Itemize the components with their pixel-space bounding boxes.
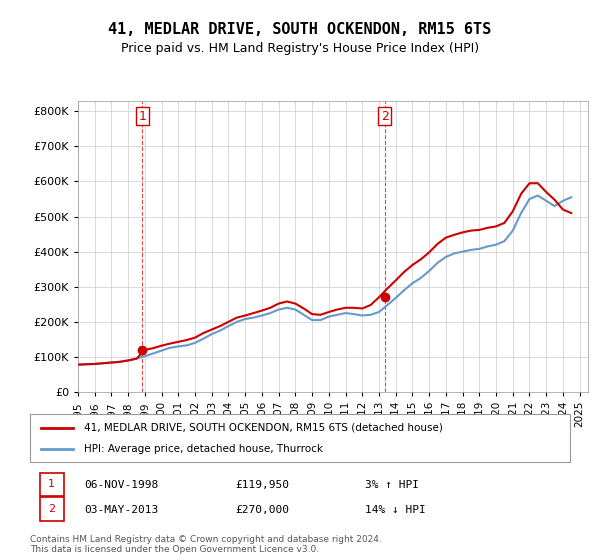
Text: 1: 1	[138, 110, 146, 123]
Text: Price paid vs. HM Land Registry's House Price Index (HPI): Price paid vs. HM Land Registry's House …	[121, 42, 479, 55]
Text: £270,000: £270,000	[235, 505, 289, 515]
Text: 2: 2	[381, 110, 389, 123]
Text: 3% ↑ HPI: 3% ↑ HPI	[365, 480, 419, 490]
FancyBboxPatch shape	[40, 473, 64, 496]
Text: HPI: Average price, detached house, Thurrock: HPI: Average price, detached house, Thur…	[84, 444, 323, 454]
Text: 41, MEDLAR DRIVE, SOUTH OCKENDON, RM15 6TS: 41, MEDLAR DRIVE, SOUTH OCKENDON, RM15 6…	[109, 22, 491, 38]
FancyBboxPatch shape	[40, 497, 64, 521]
FancyBboxPatch shape	[30, 414, 570, 462]
Text: 2: 2	[48, 504, 55, 514]
Text: 03-MAY-2013: 03-MAY-2013	[84, 505, 158, 515]
Text: £119,950: £119,950	[235, 480, 289, 490]
Text: 06-NOV-1998: 06-NOV-1998	[84, 480, 158, 490]
Text: 41, MEDLAR DRIVE, SOUTH OCKENDON, RM15 6TS (detached house): 41, MEDLAR DRIVE, SOUTH OCKENDON, RM15 6…	[84, 423, 443, 433]
Text: 1: 1	[48, 479, 55, 489]
Text: Contains HM Land Registry data © Crown copyright and database right 2024.
This d: Contains HM Land Registry data © Crown c…	[30, 535, 382, 554]
Text: 14% ↓ HPI: 14% ↓ HPI	[365, 505, 425, 515]
